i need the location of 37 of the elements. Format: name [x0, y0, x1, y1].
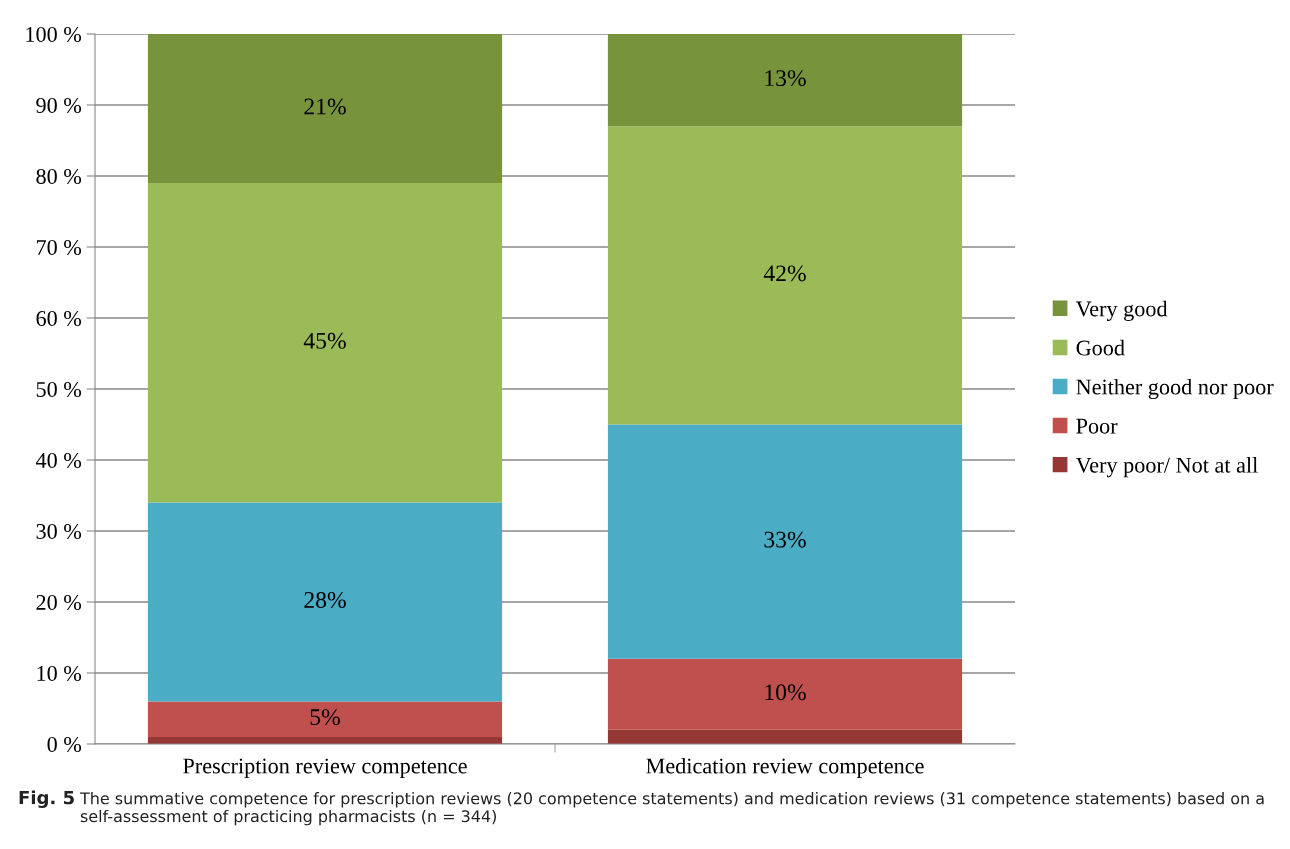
y-tick-label: 90 % — [36, 97, 82, 113]
data-label: 28% — [304, 591, 346, 608]
bar — [607, 729, 963, 744]
bar — [147, 502, 503, 702]
bar — [147, 701, 503, 737]
y-tick-label: 20 % — [36, 594, 82, 610]
legend-label: Good — [1076, 339, 1125, 356]
data-label: 10% — [765, 684, 806, 701]
bar — [147, 34, 503, 184]
bar — [147, 183, 503, 503]
bar — [607, 658, 963, 730]
data-label: 5% — [310, 709, 340, 726]
bar — [607, 424, 963, 659]
data-label: 45% — [303, 332, 346, 349]
legend-label: Poor — [1076, 418, 1118, 434]
data-label: 33% — [764, 531, 806, 548]
data-label: 21% — [304, 98, 346, 115]
y-tick-label: 70 % — [36, 239, 82, 255]
bar — [607, 126, 963, 425]
bar — [607, 34, 963, 127]
legend-label: Very poor/ Not at all — [1075, 457, 1258, 478]
legend-label: Very good — [1075, 300, 1168, 321]
y-tick-label: 100 % — [26, 26, 82, 42]
y-tick-label: 80 % — [36, 168, 82, 184]
legend-label: Neither good nor poor — [1076, 378, 1274, 400]
data-label: 13% — [765, 70, 806, 87]
y-tick-label: 40 % — [35, 452, 82, 468]
y-tick-label: 0 % — [47, 736, 82, 752]
text: The summative competence for prescription reviews (20 competence statements) and medication reviews (31 competence statements) based on a self-assessment of practicing pharmacists (n = 344) — [79, 792, 1264, 826]
caption: Fig. 5 — [19, 790, 74, 808]
x-tick-label: Medication review competence — [646, 757, 924, 779]
data-label: 42% — [763, 265, 806, 282]
y-tick-label: 10 % — [37, 665, 82, 681]
y-tick-label: 60 % — [36, 310, 82, 326]
y-tick-label: 30 % — [36, 523, 82, 539]
y-tick-label: 50 % — [36, 381, 82, 397]
x-tick-label: Prescription review competence — [183, 758, 467, 779]
